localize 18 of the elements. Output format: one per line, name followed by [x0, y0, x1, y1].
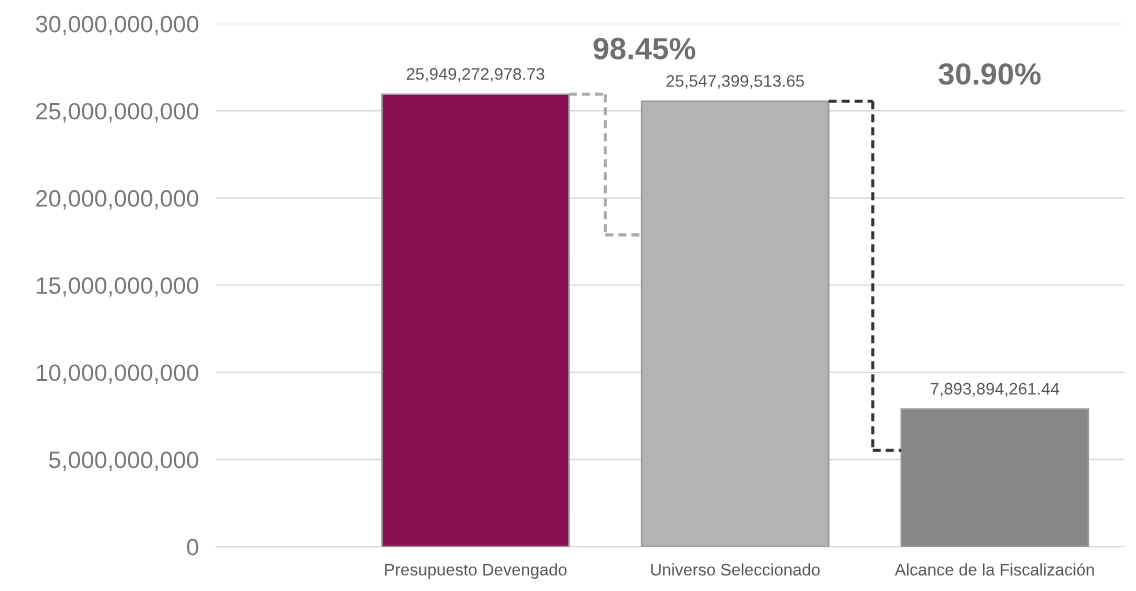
data-label: 25,547,399,513.65 [666, 75, 804, 89]
bar [900, 408, 1090, 547]
x-tick-label: Alcance de la Fiscalización [894, 563, 1094, 576]
y-tick-label: 0 [186, 538, 199, 556]
bar [381, 93, 570, 547]
x-tick-label: Presupuesto Devengado [385, 563, 567, 579]
y-tick-label: 20,000,000,000 [36, 190, 199, 210]
y-tick-label: 5,000,000,000 [49, 451, 199, 472]
y-tick-label: 15,000,000,000 [36, 277, 199, 297]
x-tick-label: Universo Seleccionado [651, 563, 820, 576]
data-label: 25,949,272,978.73 [406, 68, 545, 82]
y-tick-label: 25,000,000,000 [36, 102, 199, 123]
annotation: 98.45% [593, 37, 696, 60]
y-tick-label: 10,000,000,000 [36, 364, 199, 384]
annotation: 30.90% [938, 63, 1041, 85]
bar [640, 100, 830, 547]
y-tick-label: 30,000,000,000 [35, 15, 199, 36]
data-label: 7,893,894,261.44 [930, 382, 1060, 397]
